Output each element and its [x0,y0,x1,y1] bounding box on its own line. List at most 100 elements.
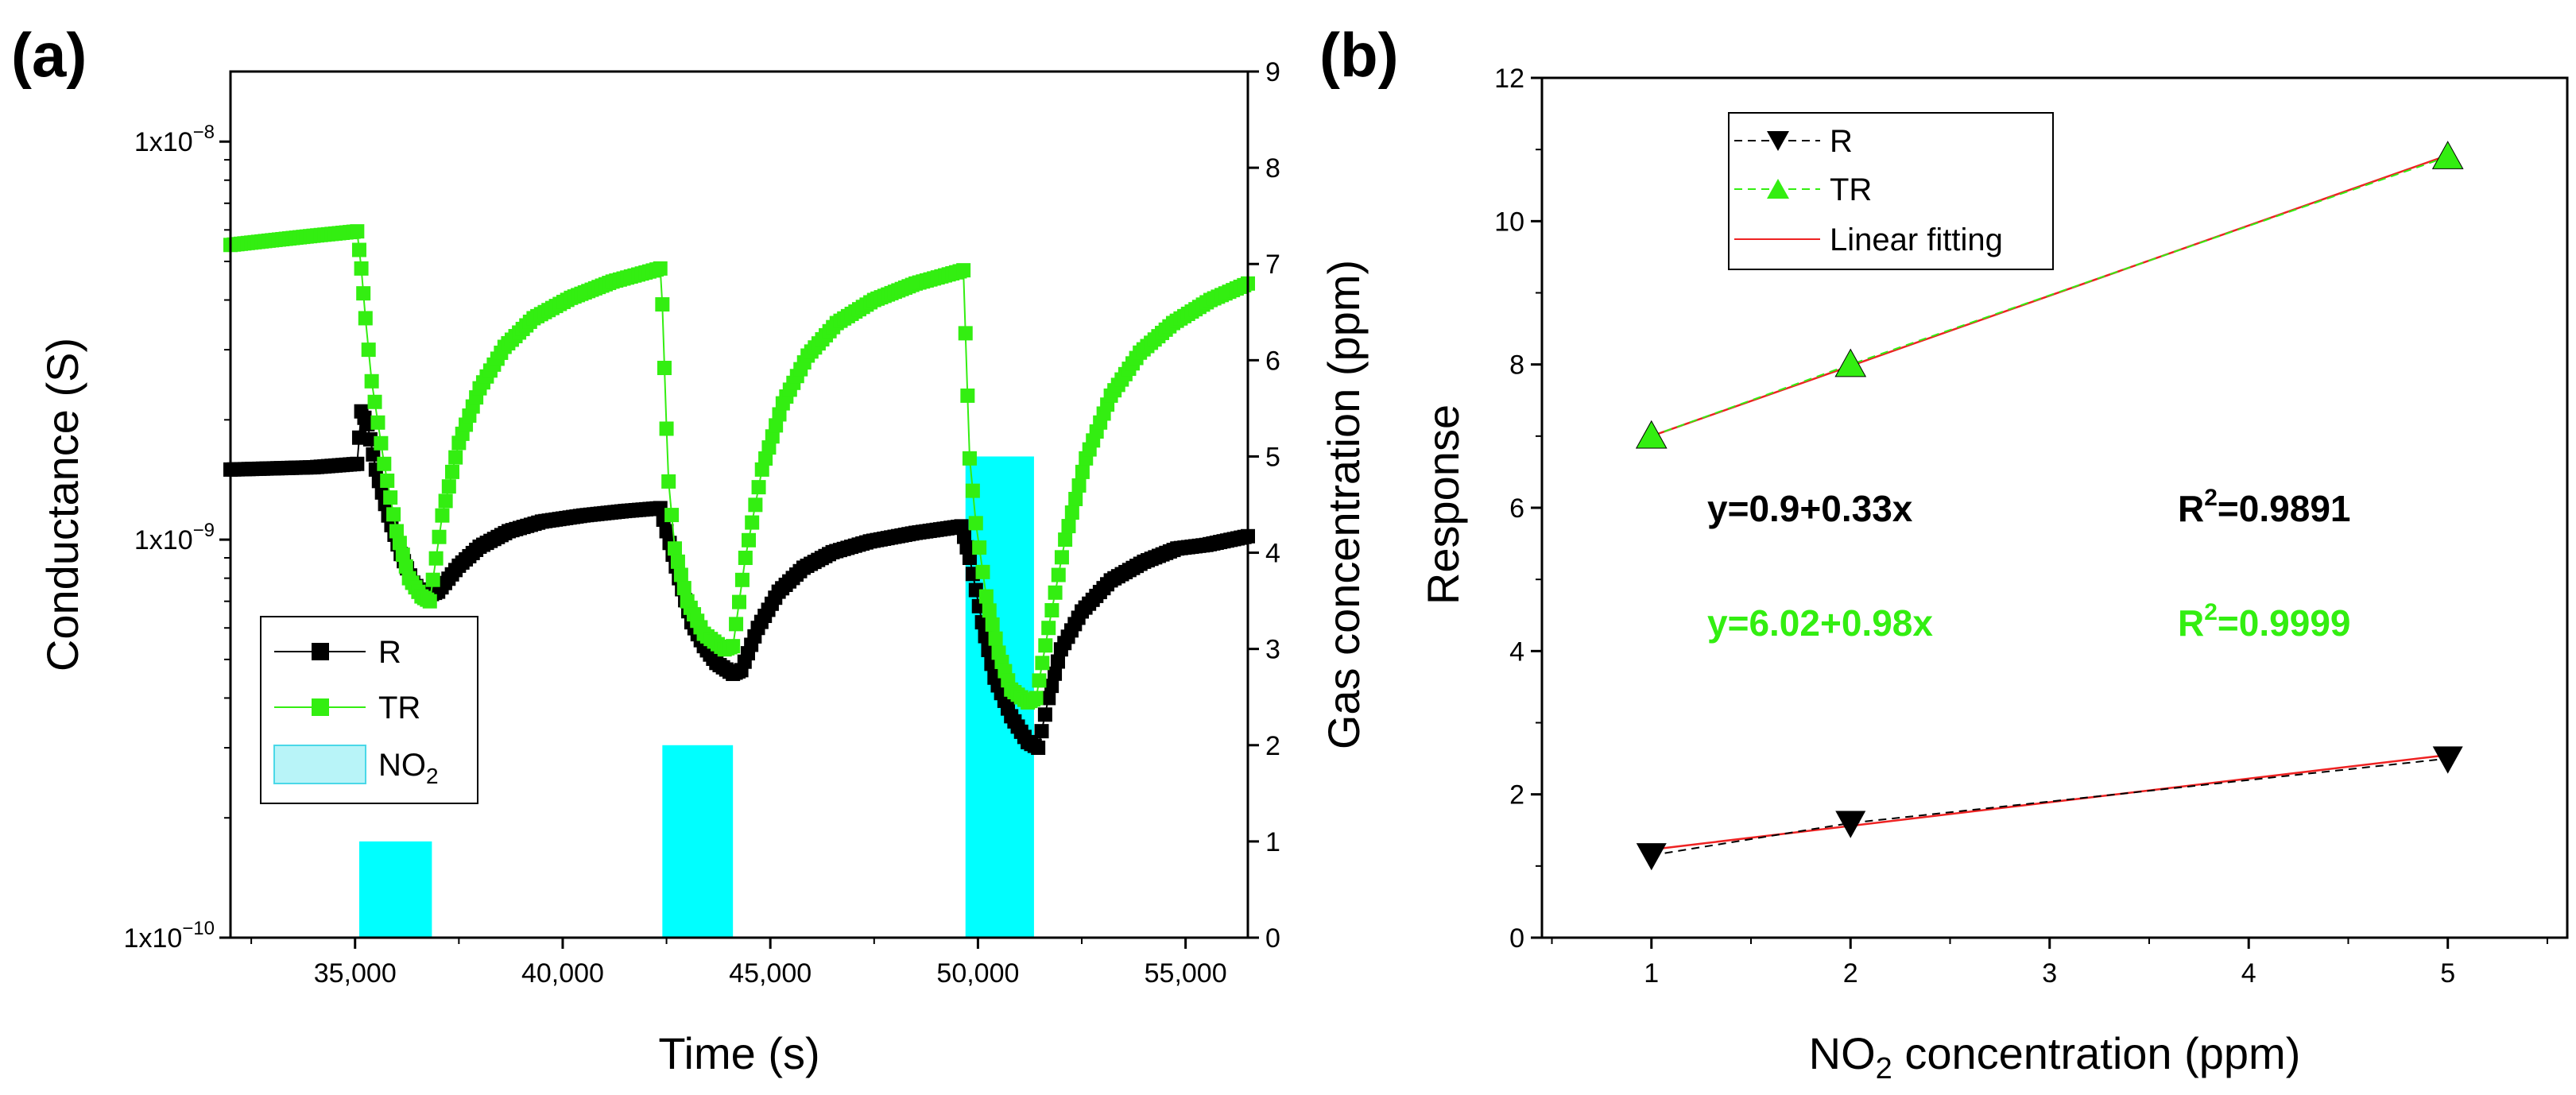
legend-label-linear-fitting: Linear fitting [1830,222,2003,257]
conductance-y-axis-title: Conductance (S) [37,338,87,671]
panel-a-label: (a) [11,20,87,90]
series-tr-point [374,435,389,451]
series-tr [223,224,1255,710]
response-plot-frame [1540,76,2569,939]
series-tr-point [1054,550,1069,565]
x-tick-label: 3 [2042,958,2057,989]
series-tr-point [435,508,450,523]
response-series [1635,141,2464,871]
no2-pulse-bar-2 [662,745,734,938]
gas-concentration-axis-title: Gas concentration (ppm) [1319,260,1369,749]
series-tr-point [982,603,997,618]
series-tr-point [395,548,410,563]
series-tr-point [1028,691,1044,706]
series-tr-point [985,617,1000,632]
panel-b-label: (b) [1319,20,1399,90]
series-tr-point [657,361,672,376]
series-r-line [1651,757,2448,857]
series-r-point [1037,707,1052,722]
series-tr-point [444,464,459,479]
series-tr-point [432,529,447,544]
x-tick-label: 45,000 [729,958,812,989]
series-tr-point [1041,621,1056,636]
series-tr-point [1038,638,1053,653]
x-tick-label: 1 [1644,958,1659,989]
x-tick-label: 50,000 [936,958,1019,989]
series-tr-point [367,394,382,409]
series-tr-point [350,224,365,239]
response-x-ticks: 1 2 3 4 5 [1551,938,2548,989]
series-tr-point [1061,519,1076,534]
series-tr-point [438,493,453,509]
series-tr-point [988,631,1003,646]
legend-label-r: R [378,635,401,670]
legend-swatch-r-marker [312,643,329,660]
series-r [223,404,1255,756]
x-tick-label: 55,000 [1145,958,1227,989]
series-tr-point [358,311,373,326]
series-tr-point [1058,532,1073,548]
series-tr-point [448,450,463,465]
series-tr-point [676,581,691,596]
y-right-tick-label: 6 [1265,346,1280,376]
x-tick-label: 4 [2241,958,2256,989]
y-right-tick-label: 1 [1265,827,1280,857]
series-r-point [2432,746,2463,774]
legend-entry-r: R [1734,124,1853,159]
series-tr-point [1064,505,1079,520]
series-tr-point [664,508,680,523]
x-tick-label: 40,000 [521,958,604,989]
conductance-plot-frame [229,70,1249,939]
series-tr-point [1048,585,1063,600]
series-r-point [1048,666,1063,681]
y-right-tick-label: 9 [1265,57,1280,87]
series-tr-point [1051,567,1066,582]
series-tr-point [356,286,371,301]
legend-label-no2: NO2 [378,748,439,788]
series-tr-point [1032,673,1047,688]
series-tr-point [978,589,994,604]
series-tr-point [655,297,670,312]
series-tr-point [965,483,980,498]
series-tr-point [1635,420,1668,449]
legend-label-tr: TR [378,691,420,725]
conductance-x-ticks: 35,000 40,000 45,000 50,000 55,000 [250,938,1227,989]
response-y-ticks: 0 2 4 6 8 10 12 [1494,64,1542,954]
conductance-chart: 35,000 40,000 45,000 50,000 55,000 1x10−101x… [37,57,1369,1078]
series-tr-point [425,572,440,587]
r-squared-r: R2=0.9891 [2178,485,2350,529]
series-tr-point [960,388,975,403]
series-tr-point [386,507,401,522]
response-y-axis-title: Response [1418,404,1468,605]
series-tr-point [958,326,973,341]
series-tr-point [1834,348,1867,377]
y-right-tick-label: 0 [1265,923,1280,954]
x-tick-label: 2 [1843,958,1858,989]
series-tr-point [972,540,987,555]
series-tr-point [661,474,676,489]
series-tr-point [769,418,784,433]
series-tr-point [392,536,407,551]
series-r-point [366,447,381,462]
y-right-tick-label: 8 [1265,153,1280,184]
series-tr-point [398,559,413,574]
legend-swatch-no2 [273,745,366,784]
series-tr-point [765,429,780,444]
response-x-axis-title: NO2 concentration (ppm) [1809,1028,2301,1085]
legend-box [260,616,478,804]
series-tr-point [729,617,744,632]
series-tr-point [668,541,683,556]
series-tr-point [354,261,369,276]
series-r-point [1034,724,1049,739]
series-tr-point [659,421,674,436]
legend-label-r: R [1830,124,1853,159]
series-tr-point [1035,656,1050,671]
series-tr-point [653,261,668,276]
legend-label-tr: TR [1830,172,1872,207]
series-tr-point [745,515,760,530]
series-tr-point [754,462,769,477]
y-tick-label: 12 [1494,64,1524,94]
legend-entry-no2: NO2 [273,745,439,788]
